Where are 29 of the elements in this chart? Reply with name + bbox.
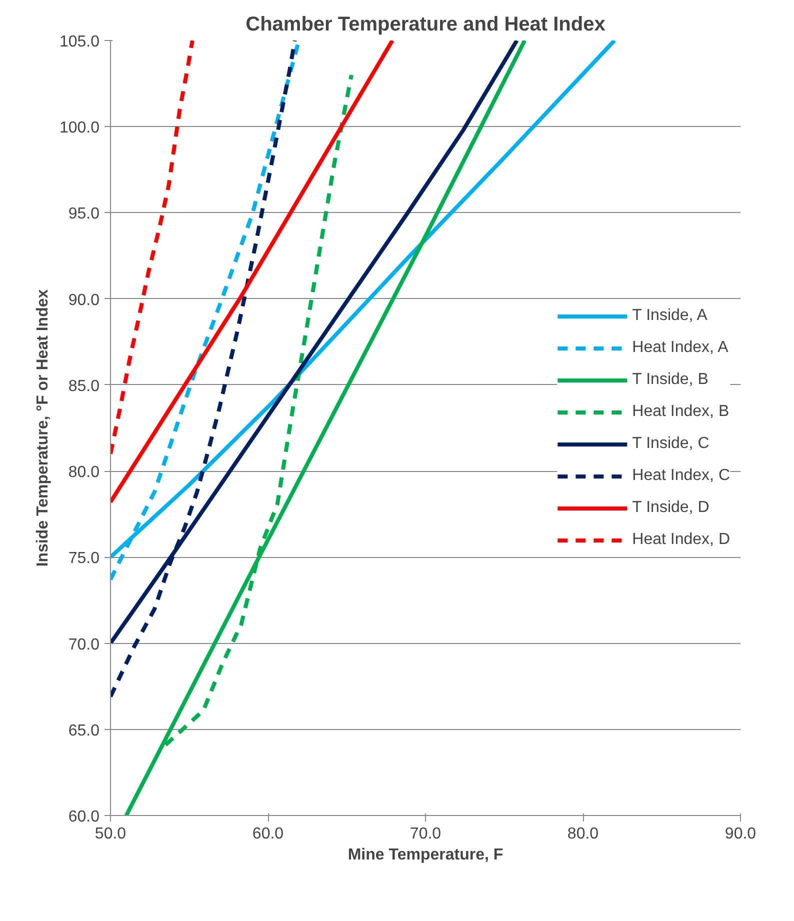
x-tick-label: 60.0 xyxy=(252,826,284,842)
x-tick-label: 50.0 xyxy=(94,826,126,842)
line-series xyxy=(164,72,354,747)
y-tick-label: 80.0 xyxy=(68,464,100,482)
line-series xyxy=(124,40,527,816)
legend-label: Heat Index, D xyxy=(632,530,730,548)
legend-label: Heat Index, A xyxy=(632,338,728,356)
x-tick-label: 70.0 xyxy=(410,826,442,842)
y-tick-label: 95.0 xyxy=(68,206,100,223)
x-tick-label: 80.0 xyxy=(567,826,599,842)
y-tick-label: 85.0 xyxy=(68,378,100,395)
y-tick-label: 105.0 xyxy=(59,34,100,50)
y-tick-label: 60.0 xyxy=(68,808,100,826)
y-tick-label: 100.0 xyxy=(59,120,100,137)
legend-label: T Inside, C xyxy=(632,434,710,452)
y-tick-label: 70.0 xyxy=(68,636,100,654)
legend-label: Heat Index, B xyxy=(632,402,730,420)
x-axis-title: Mine Temperature, F xyxy=(348,846,504,864)
y-axis-title: Inside Temperature, °F or Heat Index xyxy=(34,289,52,567)
legend-label: T Inside, A xyxy=(632,306,708,324)
y-tick-label: 90.0 xyxy=(68,292,100,309)
line-series xyxy=(110,40,194,456)
chart-title: Chamber Temperature and Heat Index xyxy=(246,14,606,36)
y-tick-label: 75.0 xyxy=(68,550,100,568)
legend-label: T Inside, B xyxy=(632,370,708,388)
y-tick-label: 65.0 xyxy=(68,722,100,740)
legend-label: T Inside, D xyxy=(632,498,710,516)
x-tick-label: 90.0 xyxy=(724,826,756,842)
legend-label: Heat Index, C xyxy=(632,466,730,484)
